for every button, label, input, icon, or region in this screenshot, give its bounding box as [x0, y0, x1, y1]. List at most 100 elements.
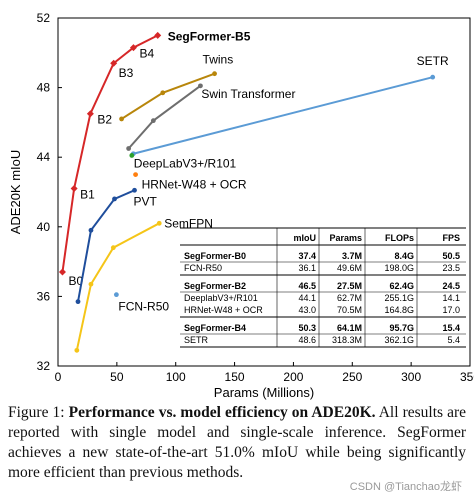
table-cell: 50.5	[442, 251, 460, 261]
data-point	[126, 146, 132, 151]
data-point	[154, 31, 162, 39]
table-cell: 27.5M	[337, 281, 362, 291]
caption-prefix: Figure 1:	[8, 404, 69, 421]
data-point	[150, 118, 156, 124]
data-point	[74, 347, 80, 353]
figure: 0 50 100 150 200 250 300 350 32 36 40 44 48 52 Params …	[8, 11, 474, 400]
data-point	[75, 299, 81, 305]
data-label: B2	[97, 113, 112, 127]
table-cell: 36.1	[298, 263, 316, 273]
data-point	[113, 292, 119, 298]
y-tick-label: 52	[37, 11, 51, 25]
data-label: SETR	[417, 54, 449, 68]
series-line-pvt	[77, 189, 135, 302]
x-tick-label: 100	[166, 370, 186, 384]
x-tick-label: 200	[283, 370, 303, 384]
data-label: Swin Transformer	[201, 87, 295, 101]
table-cell: 15.4	[442, 323, 460, 333]
table-cell: 64.1M	[337, 323, 362, 333]
table-cell: 164.8G	[384, 305, 414, 315]
table-cell: 3.7M	[342, 251, 362, 261]
y-tick-label: 36	[37, 289, 51, 303]
chart-svg: 0 50 100 150 200 250 300 350 32 36 40 44 48 52 Params …	[8, 11, 474, 400]
data-point	[212, 71, 217, 77]
table-cell: 24.5	[442, 281, 460, 291]
data-label: SegFormer-B5	[168, 29, 251, 43]
x-tick-label: 250	[342, 370, 362, 384]
data-label: PVT	[134, 194, 158, 208]
data-point	[70, 185, 78, 193]
table-cell: 37.4	[298, 251, 316, 261]
caption-text: All results are reported with single mod…	[8, 404, 467, 481]
table-row-label: DeeplabV3+/R101	[184, 293, 258, 303]
x-tick-label: 350	[460, 370, 474, 384]
plot-frame	[57, 17, 471, 367]
table-row-label: HRNet-W48 + OCR	[184, 305, 263, 315]
data-label: HRNet-W48 + OCR	[142, 178, 247, 192]
data-point	[430, 74, 436, 80]
table-cell: 62.7M	[337, 293, 362, 303]
data-point	[112, 196, 117, 202]
table-cell: 95.7G	[389, 323, 414, 333]
table-cell: 198.0G	[384, 263, 414, 273]
x-axis-label: Params (Millions)	[214, 385, 314, 400]
data-point	[198, 83, 203, 89]
x-tick-label: 0	[55, 370, 62, 384]
figure-caption: Figure 1: Performance vs. model efficien…	[8, 403, 466, 483]
watermark: CSDN @Tianchao龙虾	[349, 481, 462, 493]
table-cell: 48.6	[298, 335, 316, 345]
table-cell: 43.0	[298, 305, 316, 315]
data-point	[86, 110, 94, 118]
table-cell: 62.4G	[389, 281, 414, 291]
table-row-label: FCN-R50	[184, 263, 222, 273]
table-cell: 70.5M	[337, 305, 362, 315]
data-label: Twins	[203, 53, 234, 67]
caption-bold: Performance vs. model efficiency on ADE2…	[68, 404, 376, 421]
data-point	[110, 245, 116, 251]
series-line-segformer	[61, 34, 159, 273]
data-point	[119, 116, 124, 122]
table-header: Params	[329, 233, 362, 243]
data-point	[132, 187, 137, 193]
table-cell: 17.0	[442, 305, 460, 315]
table-cell: 50.3	[298, 323, 316, 333]
data-label: DeepLabV3+/R101	[134, 156, 237, 170]
data-point	[160, 90, 166, 96]
table-cell: 318.3M	[332, 335, 362, 345]
data-point	[133, 172, 138, 178]
data-label: B1	[80, 188, 95, 202]
data-label: B4	[139, 47, 154, 61]
x-tick-label: 150	[225, 370, 245, 384]
table-cell: 49.6M	[337, 263, 362, 273]
series-line-semfpn	[75, 222, 160, 351]
data-point	[129, 153, 135, 158]
x-tick-label: 50	[110, 370, 124, 384]
data-label: SemFPN	[164, 216, 213, 230]
data-label: B3	[119, 66, 134, 80]
y-tick-label: 32	[37, 359, 51, 373]
data-point	[88, 281, 94, 287]
y-tick-label: 48	[37, 81, 51, 95]
y-tick-label: 40	[37, 220, 51, 234]
table-header: FPS	[442, 233, 460, 243]
table-cell: 44.1	[298, 293, 316, 303]
table-cell: 255.1G	[384, 293, 414, 303]
series-line-setr	[133, 76, 433, 155]
table-row-label: SegFormer-B4	[184, 323, 246, 333]
data-point	[110, 59, 118, 67]
y-tick-label: 44	[37, 150, 51, 164]
table-cell: 46.5	[298, 281, 316, 291]
data-point	[129, 44, 137, 52]
data-point	[58, 268, 66, 276]
table-cell: 8.4G	[394, 251, 414, 261]
table-cell: 14.1	[442, 293, 460, 303]
data-label: FCN-R50	[118, 300, 169, 314]
data-label: B0	[68, 274, 83, 288]
y-axis-label: ADE20K mIoU	[8, 150, 23, 235]
table-header: mIoU	[294, 233, 317, 243]
data-point	[88, 227, 94, 233]
table-row-label: SegFormer-B2	[184, 281, 246, 291]
data-point	[156, 220, 162, 226]
table-cell: 362.1G	[384, 335, 414, 345]
table-cell: 23.5	[442, 263, 460, 273]
